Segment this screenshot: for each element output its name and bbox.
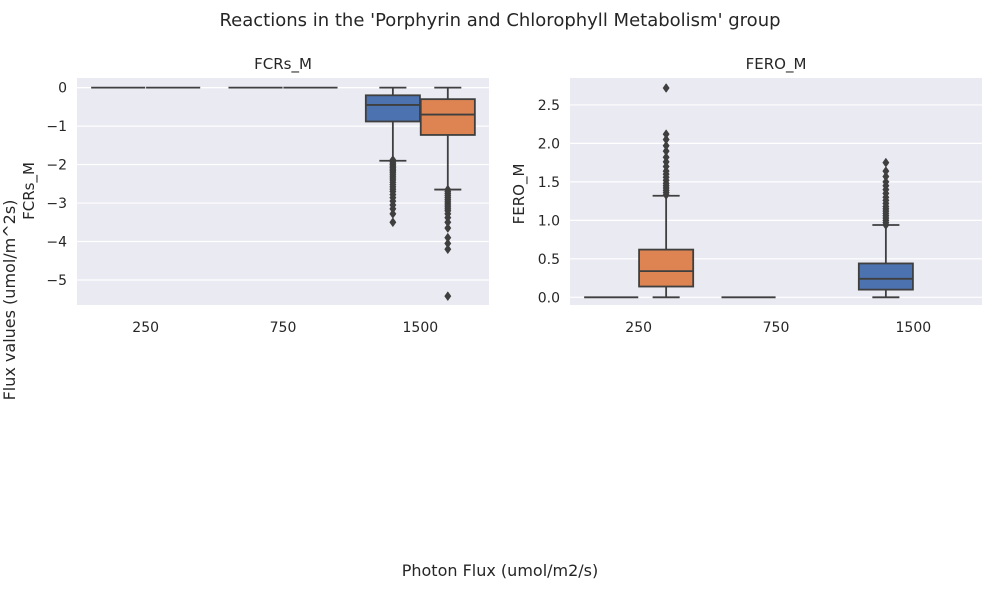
y-tick-label: −1: [46, 119, 67, 135]
x-tick-label: 750: [270, 320, 297, 336]
figure-xlabel: Photon Flux (umol/m2/s): [402, 561, 599, 580]
outlier-point: [389, 217, 397, 228]
outlier-point: [882, 166, 890, 177]
outlier-point: [662, 134, 670, 145]
plot-area: [570, 78, 982, 305]
figure-ylabel: Flux values (umol/m^2s): [0, 200, 19, 401]
x-tick-label: 1500: [896, 320, 932, 336]
y-tick-label: 0.0: [538, 290, 560, 306]
outlier-point: [662, 152, 670, 163]
outlier-point: [882, 176, 890, 187]
y-tick-label: 1.5: [538, 175, 560, 191]
x-tick-label: 250: [132, 320, 159, 336]
x-tick-label: 1500: [403, 320, 439, 336]
outlier-point: [882, 157, 890, 168]
outlier-point: [662, 146, 670, 157]
outlier-point: [444, 244, 452, 255]
y-axis-label: FCRs_M: [20, 162, 39, 220]
box: [419, 98, 476, 136]
y-tick-label: −2: [46, 158, 67, 174]
box: [364, 94, 421, 123]
y-tick-label: 2.5: [538, 98, 560, 114]
outlier-point: [662, 140, 670, 151]
y-tick-label: −4: [46, 235, 67, 251]
subplot-title: FCRs_M: [254, 55, 312, 74]
y-tick-label: 2.0: [538, 136, 560, 152]
y-tick-label: 1.0: [538, 213, 560, 229]
subplot-title: FERO_M: [746, 55, 807, 74]
subplot-fero-m: FERO_M FERO_M 0.0 0.5 1.0 1.5 2.0 2.5 250 750 1…: [510, 55, 982, 336]
outlier-point: [444, 291, 452, 302]
outlier-point: [882, 171, 890, 182]
x-tick-label: 750: [763, 320, 790, 336]
y-tick-label: −5: [46, 273, 67, 289]
subplot-fcrs-m: FCRs_M FCRs_M 0 −1 −2 −3 −4 −5 250 750 1500: [20, 55, 489, 336]
y-axis-label: FERO_M: [510, 164, 529, 225]
box: [638, 248, 695, 288]
box: [857, 262, 914, 291]
outlier-point: [662, 83, 670, 93]
outlier-point: [662, 129, 670, 140]
outlier-point: [444, 223, 452, 233]
y-tick-label: −3: [46, 196, 67, 212]
y-tick-label: 0.5: [538, 252, 560, 268]
y-tick-label: 0: [58, 81, 67, 97]
figure-title: Reactions in the 'Porphyrin and Chloroph…: [219, 10, 780, 31]
x-tick-label: 250: [625, 320, 652, 336]
